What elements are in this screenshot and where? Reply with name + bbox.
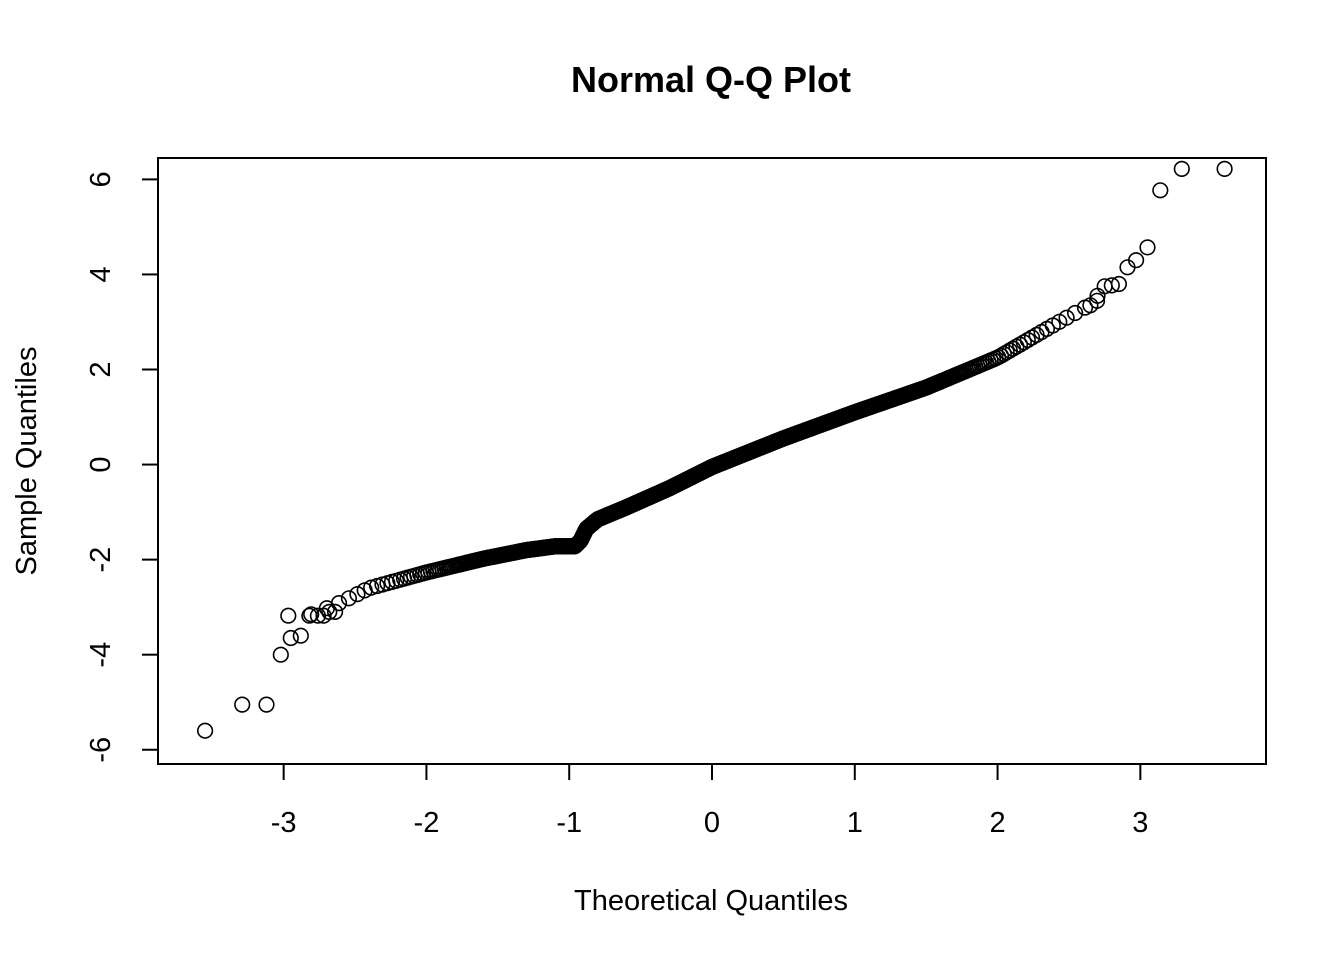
y-tick-label: 4	[85, 266, 117, 282]
data-point	[321, 603, 338, 621]
data-point	[363, 579, 380, 596]
data-point	[1152, 182, 1169, 199]
data-point	[1173, 160, 1190, 177]
y-tick-label: 6	[85, 171, 117, 187]
data-point	[303, 606, 320, 623]
y-axis-label: Sample Quantiles	[11, 347, 43, 576]
data-point	[340, 590, 358, 607]
x-tick-label: 1	[847, 807, 863, 839]
data-point	[282, 629, 299, 647]
data-point	[1127, 252, 1145, 269]
data-point	[327, 603, 344, 621]
y-axis: -6 -4 -2 0 2 4 6	[85, 171, 159, 763]
data-point	[1103, 277, 1120, 294]
y-tick-label: 2	[85, 361, 117, 377]
y-tick-label: 0	[85, 456, 117, 472]
data-point	[1019, 331, 1036, 349]
x-tick-label: 0	[704, 807, 720, 839]
y-tick-label: -2	[85, 547, 117, 573]
data-point	[234, 696, 251, 713]
data-point	[280, 607, 297, 624]
data-point	[272, 646, 289, 663]
x-tick-label: -2	[414, 807, 440, 839]
data-point	[1216, 160, 1233, 177]
points-layer	[197, 160, 1233, 739]
x-tick-label: -1	[556, 807, 582, 839]
data-point	[258, 696, 275, 713]
data-point	[1015, 334, 1032, 351]
data-point	[1066, 304, 1084, 322]
data-point	[349, 585, 366, 603]
data-point	[1110, 275, 1127, 293]
data-point	[1139, 239, 1156, 256]
y-tick-label: -4	[85, 642, 117, 668]
data-point	[1058, 309, 1075, 326]
x-tick-label: 3	[1132, 807, 1148, 839]
data-point	[197, 722, 214, 739]
y-tick-label: -6	[85, 737, 117, 763]
chart-title: Normal Q-Q Plot	[571, 59, 851, 100]
data-point	[330, 594, 348, 612]
data-point	[292, 627, 309, 644]
x-tick-label: -3	[271, 807, 297, 839]
data-point	[1011, 336, 1029, 353]
data-point	[309, 607, 327, 624]
x-tick-label: 2	[989, 807, 1005, 839]
x-axis: -3 -2 -1 0 1 2 3	[271, 763, 1148, 839]
x-axis-label: Theoretical Quantiles	[574, 885, 848, 917]
